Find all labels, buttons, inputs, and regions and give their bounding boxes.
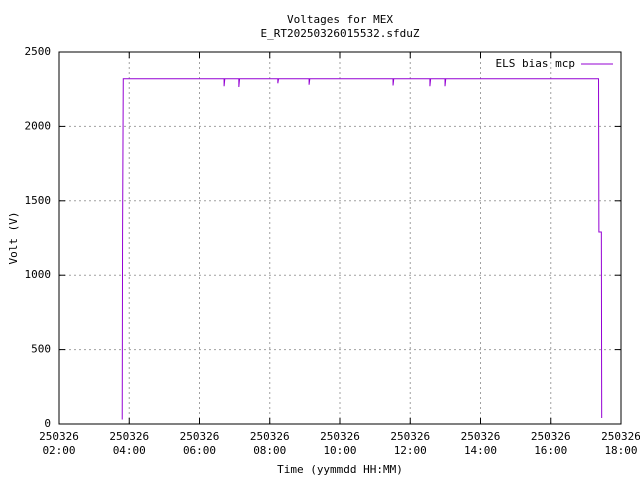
x-tick-label: 250326 02:00 [39, 430, 79, 457]
y-tick-label: 1000 [25, 268, 52, 281]
x-axis-label: Time (yymmdd HH:MM) [277, 463, 403, 476]
x-tick-label: 250326 10:00 [320, 430, 360, 457]
x-tick-label: 250326 04:00 [109, 430, 150, 457]
data-line [121, 78, 603, 420]
chart-title: Voltages for MEX [287, 13, 393, 26]
x-tick-label: 250326 12:00 [390, 430, 431, 457]
plot-frame [58, 51, 622, 425]
y-axis-label: Volt (V) [7, 212, 20, 265]
y-tick-label: 0 [44, 417, 51, 430]
y-tick-label: 1500 [25, 194, 52, 207]
y-tick-label: 2500 [25, 45, 52, 58]
chart-subtitle: E_RT20250326015532.sfduZ [261, 27, 420, 40]
y-tick-label: 500 [31, 343, 51, 356]
x-tick-label: 250326 14:00 [460, 430, 501, 457]
x-tick-label: 250326 06:00 [179, 430, 220, 457]
y-tick-label: 2000 [25, 119, 52, 132]
x-tick-label: 250326 16:00 [530, 430, 571, 457]
x-tick-label: 250326 08:00 [249, 430, 290, 457]
legend-label: ELS bias mcp [496, 57, 575, 70]
x-tick-label: 250326 18:00 [601, 430, 640, 457]
